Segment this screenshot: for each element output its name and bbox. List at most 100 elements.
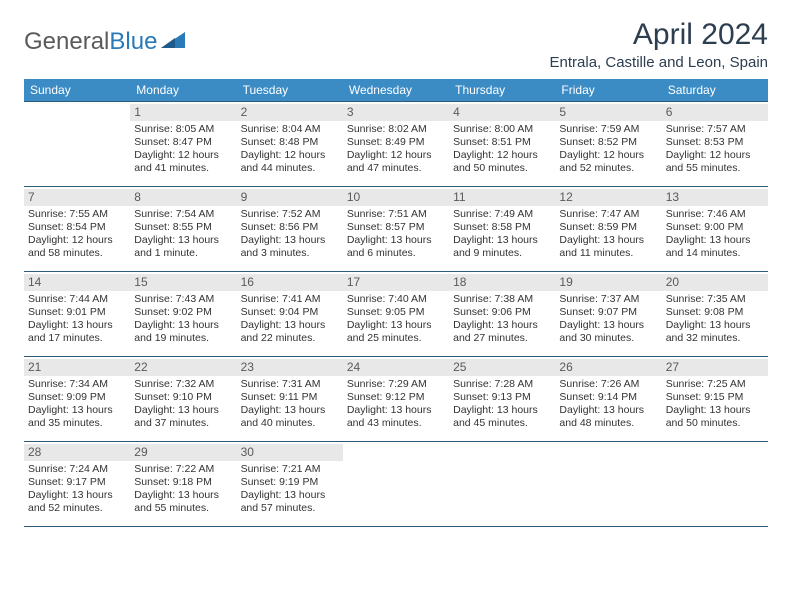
daylight-text: Daylight: 13 hours and 57 minutes.	[241, 489, 339, 515]
dow-thursday: Thursday	[449, 79, 555, 101]
day-number: 1	[130, 104, 236, 121]
day-cell: 2Sunrise: 8:04 AMSunset: 8:48 PMDaylight…	[237, 102, 343, 186]
day-number: 30	[237, 444, 343, 461]
day-number: 10	[343, 189, 449, 206]
day-cell: 17Sunrise: 7:40 AMSunset: 9:05 PMDayligh…	[343, 272, 449, 356]
sunset-text: Sunset: 9:02 PM	[134, 306, 232, 319]
day-cell: 11Sunrise: 7:49 AMSunset: 8:58 PMDayligh…	[449, 187, 555, 271]
week-row: 21Sunrise: 7:34 AMSunset: 9:09 PMDayligh…	[24, 357, 768, 442]
sunrise-text: Sunrise: 7:57 AM	[666, 123, 764, 136]
day-cell: 29Sunrise: 7:22 AMSunset: 9:18 PMDayligh…	[130, 442, 236, 526]
day-number	[24, 104, 130, 121]
dow-tuesday: Tuesday	[237, 79, 343, 101]
sunrise-text: Sunrise: 7:54 AM	[134, 208, 232, 221]
sunrise-text: Sunrise: 7:55 AM	[28, 208, 126, 221]
sunset-text: Sunset: 9:07 PM	[559, 306, 657, 319]
sunset-text: Sunset: 9:09 PM	[28, 391, 126, 404]
daylight-text: Daylight: 13 hours and 11 minutes.	[559, 234, 657, 260]
day-cell: 12Sunrise: 7:47 AMSunset: 8:59 PMDayligh…	[555, 187, 661, 271]
daylight-text: Daylight: 13 hours and 50 minutes.	[666, 404, 764, 430]
day-number	[555, 444, 661, 461]
location: Entrala, Castille and Leon, Spain	[550, 54, 768, 71]
sunrise-text: Sunrise: 7:41 AM	[241, 293, 339, 306]
daylight-text: Daylight: 13 hours and 55 minutes.	[134, 489, 232, 515]
day-number: 21	[24, 359, 130, 376]
sunrise-text: Sunrise: 7:46 AM	[666, 208, 764, 221]
daylight-text: Daylight: 13 hours and 1 minute.	[134, 234, 232, 260]
day-cell: 28Sunrise: 7:24 AMSunset: 9:17 PMDayligh…	[24, 442, 130, 526]
day-cell: 9Sunrise: 7:52 AMSunset: 8:56 PMDaylight…	[237, 187, 343, 271]
sunset-text: Sunset: 9:15 PM	[666, 391, 764, 404]
day-cell: 25Sunrise: 7:28 AMSunset: 9:13 PMDayligh…	[449, 357, 555, 441]
day-cell	[449, 442, 555, 526]
day-number: 26	[555, 359, 661, 376]
sunset-text: Sunset: 8:55 PM	[134, 221, 232, 234]
daylight-text: Daylight: 13 hours and 27 minutes.	[453, 319, 551, 345]
sunset-text: Sunset: 8:57 PM	[347, 221, 445, 234]
day-number: 19	[555, 274, 661, 291]
logo-text-2: Blue	[109, 28, 157, 55]
day-number: 13	[662, 189, 768, 206]
day-cell: 4 Sunrise: 8:00 AMSunset: 8:51 PMDaylight…	[449, 102, 555, 186]
days-of-week-header: Sunday Monday Tuesday Wednesday Thursday…	[24, 79, 768, 101]
week-row: 28Sunrise: 7:24 AMSunset: 9:17 PMDayligh…	[24, 442, 768, 527]
week-row: 14Sunrise: 7:44 AMSunset: 9:01 PMDayligh…	[24, 272, 768, 357]
day-cell: 19Sunrise: 7:37 AMSunset: 9:07 PMDayligh…	[555, 272, 661, 356]
sunset-text: Sunset: 8:58 PM	[453, 221, 551, 234]
daylight-text: Daylight: 13 hours and 37 minutes.	[134, 404, 232, 430]
week-row: 7Sunrise: 7:55 AMSunset: 8:54 PMDaylight…	[24, 187, 768, 272]
daylight-text: Daylight: 13 hours and 40 minutes.	[241, 404, 339, 430]
sunset-text: Sunset: 9:06 PM	[453, 306, 551, 319]
day-number	[449, 444, 555, 461]
day-cell: 6Sunrise: 7:57 AMSunset: 8:53 PMDaylight…	[662, 102, 768, 186]
weeks-container: 1Sunrise: 8:05 AMSunset: 8:47 PMDaylight…	[24, 101, 768, 527]
sunrise-text: Sunrise: 7:51 AM	[347, 208, 445, 221]
sunset-text: Sunset: 8:48 PM	[241, 136, 339, 149]
daylight-text: Daylight: 12 hours and 41 minutes.	[134, 149, 232, 175]
daylight-text: Daylight: 12 hours and 50 minutes.	[453, 149, 551, 175]
day-cell: 10Sunrise: 7:51 AMSunset: 8:57 PMDayligh…	[343, 187, 449, 271]
sunset-text: Sunset: 8:56 PM	[241, 221, 339, 234]
dow-friday: Friday	[555, 79, 661, 101]
day-number: 6	[662, 104, 768, 121]
day-cell: 26Sunrise: 7:26 AMSunset: 9:14 PMDayligh…	[555, 357, 661, 441]
day-number: 18	[449, 274, 555, 291]
sunrise-text: Sunrise: 8:05 AM	[134, 123, 232, 136]
daylight-text: Daylight: 13 hours and 35 minutes.	[28, 404, 126, 430]
week-row: 1Sunrise: 8:05 AMSunset: 8:47 PMDaylight…	[24, 101, 768, 187]
sunset-text: Sunset: 9:11 PM	[241, 391, 339, 404]
daylight-text: Daylight: 13 hours and 25 minutes.	[347, 319, 445, 345]
sunset-text: Sunset: 9:05 PM	[347, 306, 445, 319]
day-cell: 20Sunrise: 7:35 AMSunset: 9:08 PMDayligh…	[662, 272, 768, 356]
daylight-text: Daylight: 13 hours and 43 minutes.	[347, 404, 445, 430]
sunrise-text: Sunrise: 7:31 AM	[241, 378, 339, 391]
day-number: 5	[555, 104, 661, 121]
sunrise-text: Sunrise: 8:00 AM	[453, 123, 551, 136]
sunset-text: Sunset: 9:12 PM	[347, 391, 445, 404]
sunset-text: Sunset: 9:08 PM	[666, 306, 764, 319]
daylight-text: Daylight: 13 hours and 9 minutes.	[453, 234, 551, 260]
dow-monday: Monday	[130, 79, 236, 101]
day-cell: 21Sunrise: 7:34 AMSunset: 9:09 PMDayligh…	[24, 357, 130, 441]
day-number: 4	[449, 104, 555, 121]
day-cell: 5Sunrise: 7:59 AMSunset: 8:52 PMDaylight…	[555, 102, 661, 186]
sunrise-text: Sunrise: 7:25 AM	[666, 378, 764, 391]
day-number: 8	[130, 189, 236, 206]
logo-triangle-icon	[161, 30, 189, 55]
day-cell: 15Sunrise: 7:43 AMSunset: 9:02 PMDayligh…	[130, 272, 236, 356]
day-number: 16	[237, 274, 343, 291]
day-number: 27	[662, 359, 768, 376]
sunset-text: Sunset: 8:51 PM	[453, 136, 551, 149]
day-cell: 27 Sunrise: 7:25 AMSunset: 9:15 PMDayligh…	[662, 357, 768, 441]
sunset-text: Sunset: 9:18 PM	[134, 476, 232, 489]
day-number: 23	[237, 359, 343, 376]
day-cell: 16Sunrise: 7:41 AMSunset: 9:04 PMDayligh…	[237, 272, 343, 356]
sunrise-text: Sunrise: 7:21 AM	[241, 463, 339, 476]
day-cell: 1Sunrise: 8:05 AMSunset: 8:47 PMDaylight…	[130, 102, 236, 186]
daylight-text: Daylight: 13 hours and 22 minutes.	[241, 319, 339, 345]
logo-text: GeneralBlue	[24, 28, 157, 56]
day-number: 24	[343, 359, 449, 376]
sunrise-text: Sunrise: 7:32 AM	[134, 378, 232, 391]
day-number: 15	[130, 274, 236, 291]
title-block: April 2024 Entrala, Castille and Leon, S…	[550, 18, 768, 71]
